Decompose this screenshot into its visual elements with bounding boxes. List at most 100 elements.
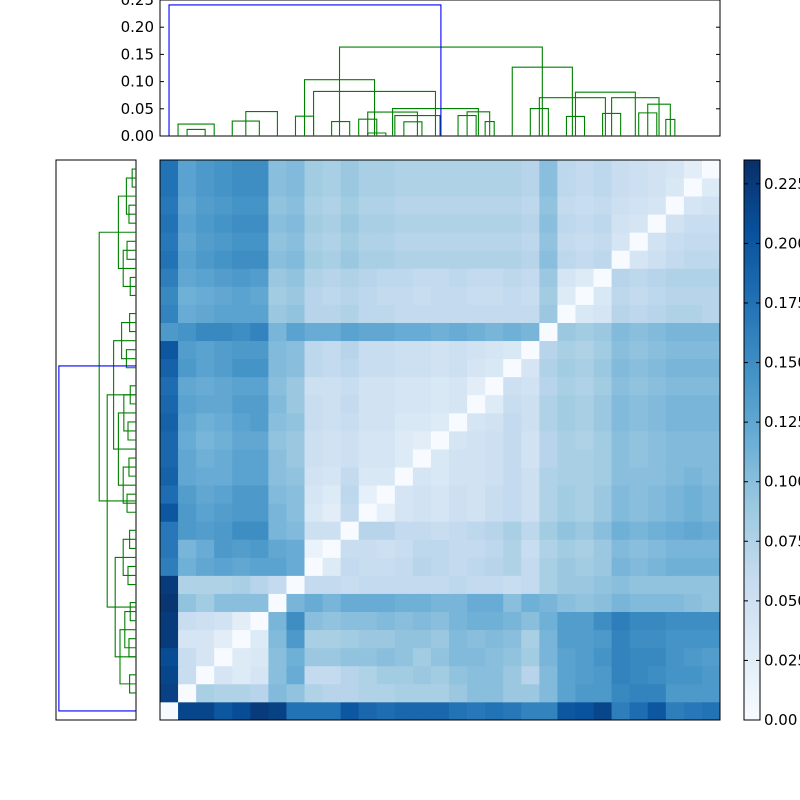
heatmap-cell [575,322,594,342]
heatmap-cell [376,268,396,287]
heatmap-cell [304,178,323,197]
heatmap-cell [521,701,540,721]
heatmap-cell [629,430,649,450]
colorbar-segment [744,644,760,649]
heatmap-cell [286,394,305,414]
heatmap-cell [160,322,179,342]
heatmap-cell [358,611,378,631]
heatmap-cell [485,214,504,233]
heatmap-cell [250,412,269,432]
heatmap-cell [160,557,179,576]
heatmap-cell [629,322,649,342]
heatmap-cell [539,449,558,468]
heatmap-cell [214,394,233,414]
heatmap-cell [340,394,360,414]
heatmap-cell [593,467,613,486]
heatmap-cell [701,430,721,450]
heatmap-cell [412,412,432,432]
heatmap-cell [467,539,486,558]
heatmap-cell [394,412,414,432]
heatmap-cell [286,647,305,667]
colorbar-segment [744,308,760,313]
heatmap-cell [575,340,594,360]
heatmap-cell [539,521,558,540]
colorbar-segment [744,268,760,273]
heatmap-cell [701,412,721,432]
heatmap-cell [160,485,179,504]
heatmap-cell [412,701,432,721]
heatmap-cell [394,196,414,215]
heatmap-cell [449,340,468,360]
heatmap-cell [485,178,504,197]
heatmap-cell [629,665,649,685]
heatmap-cell [160,268,179,287]
heatmap-cell [593,521,613,540]
heatmap-cell [304,286,323,305]
heatmap-cell [232,412,251,432]
heatmap-cell [394,232,414,251]
heatmap-cell [412,286,432,305]
heatmap-cell [376,304,396,323]
dendrogram-link [168,4,442,136]
heatmap-cell [412,178,432,197]
colorbar-segment [744,608,760,613]
heatmap-cell [539,250,558,269]
colorbar-tick-label: 0.050 [764,592,800,610]
heatmap-frame [159,159,721,721]
heatmap-cell [340,178,360,197]
heatmap-cell [196,539,215,558]
colorbar-segment [744,484,760,489]
colorbar-frame [743,159,761,721]
heatmap-cell [485,557,504,576]
heatmap-cell [394,521,414,540]
heatmap-cell [575,268,594,287]
heatmap-cell [430,647,450,667]
heatmap-cell [430,232,450,251]
heatmap-cell [196,286,215,305]
heatmap-cell [394,701,414,721]
heatmap-cell [430,485,450,504]
heatmap-cell [178,629,197,649]
colorbar-segment [744,400,760,405]
heatmap-cell [412,539,432,558]
heatmap-cell [647,449,667,468]
colorbar-segment [744,228,760,233]
heatmap-cell [449,250,468,269]
heatmap-cell [376,521,396,540]
heatmap-cell [358,340,378,360]
heatmap-cell [485,629,504,649]
colorbar-segment [744,544,760,549]
heatmap-cell [250,268,269,287]
heatmap-cell [467,611,486,631]
heatmap-cell [232,521,251,540]
heatmap-cell [358,430,378,450]
heatmap-cell [503,611,522,631]
heatmap-cell [467,286,486,305]
heatmap-cell [629,701,649,721]
colorbar-segment [744,172,760,177]
heatmap-cell [449,449,468,468]
heatmap-cell [232,557,251,576]
colorbar-segment [744,244,760,249]
heatmap-cell [250,449,269,468]
heatmap-cell [160,304,179,323]
heatmap-cell [430,503,450,522]
heatmap-cell [286,358,305,378]
heatmap-cell [214,575,233,594]
heatmap-cell [665,322,685,342]
heatmap-cell [160,376,179,396]
heatmap-cell [593,412,613,432]
heatmap-cell [232,485,251,504]
heatmap-cell [647,503,667,522]
dendrogram-link [331,121,351,136]
heatmap-cell [412,485,432,504]
heatmap-cell [683,304,703,323]
heatmap-cell [503,250,522,269]
colorbar-segment [744,628,760,633]
heatmap-cell [376,467,396,486]
heatmap-cell [557,322,576,342]
heatmap-cell [178,593,197,613]
heatmap-cell [575,412,594,432]
heatmap-cell [629,412,649,432]
heatmap-cell [286,376,305,396]
